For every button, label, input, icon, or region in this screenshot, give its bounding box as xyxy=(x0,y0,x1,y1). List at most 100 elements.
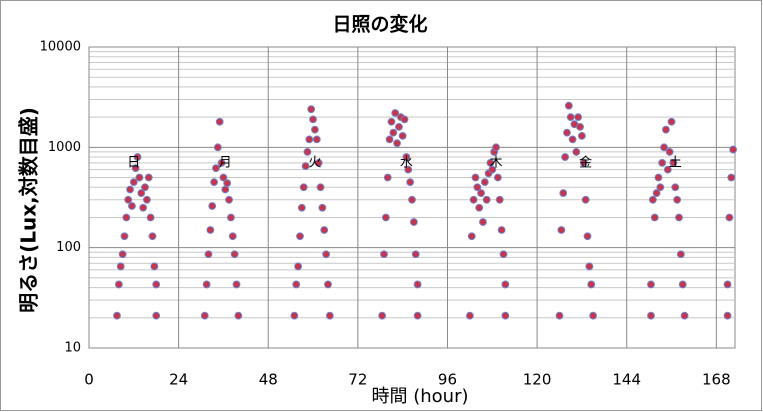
point xyxy=(202,280,211,289)
point xyxy=(133,153,142,161)
point xyxy=(492,143,500,152)
annotation: 金 xyxy=(579,154,592,170)
point xyxy=(411,250,420,259)
point xyxy=(297,203,306,212)
annotation: 木 xyxy=(490,155,503,170)
point xyxy=(408,195,416,204)
point xyxy=(141,183,149,192)
point xyxy=(648,195,657,204)
annotation: 火 xyxy=(308,155,321,170)
point xyxy=(225,195,233,204)
point xyxy=(654,173,663,182)
point xyxy=(589,311,598,320)
point xyxy=(148,232,157,241)
point xyxy=(400,115,409,124)
y-tick-label: 1000 xyxy=(48,140,81,155)
point xyxy=(557,226,566,234)
point xyxy=(307,105,316,114)
point xyxy=(663,165,672,174)
y-tick-label: 10000 xyxy=(40,40,81,55)
point xyxy=(647,280,655,289)
point xyxy=(124,195,133,204)
point xyxy=(217,158,226,167)
point xyxy=(729,145,738,154)
point xyxy=(146,213,155,222)
point xyxy=(380,250,388,259)
point xyxy=(139,203,148,212)
point xyxy=(135,173,144,182)
point xyxy=(290,311,299,320)
point xyxy=(471,173,480,182)
point xyxy=(587,280,596,289)
point xyxy=(583,232,592,241)
point xyxy=(563,128,571,137)
point xyxy=(473,183,482,192)
x-tick-label: 72 xyxy=(348,371,367,389)
point xyxy=(152,280,161,289)
point xyxy=(501,311,510,320)
annotation: 月 xyxy=(219,155,232,170)
point xyxy=(499,250,508,259)
point xyxy=(391,109,400,117)
point xyxy=(647,311,655,320)
point xyxy=(309,115,317,124)
point xyxy=(150,262,159,271)
point xyxy=(210,178,218,187)
point xyxy=(413,280,422,289)
point xyxy=(324,280,332,289)
x-tick-label: 120 xyxy=(523,371,552,389)
point xyxy=(387,117,396,126)
point xyxy=(559,189,568,197)
point xyxy=(113,311,121,320)
point xyxy=(381,213,390,222)
point xyxy=(723,280,732,289)
point xyxy=(389,128,398,137)
point xyxy=(294,262,303,271)
point xyxy=(574,113,583,122)
point xyxy=(311,125,319,134)
point xyxy=(660,143,668,152)
point xyxy=(669,158,678,167)
point xyxy=(129,178,138,187)
point xyxy=(581,195,590,204)
point xyxy=(676,250,685,259)
point xyxy=(495,195,504,204)
point xyxy=(221,185,230,194)
point xyxy=(671,183,680,192)
point xyxy=(292,280,301,289)
point xyxy=(727,173,736,182)
point xyxy=(725,213,734,222)
point xyxy=(477,189,485,197)
point xyxy=(469,195,478,204)
point xyxy=(667,117,676,126)
point xyxy=(493,173,502,182)
point xyxy=(650,213,659,222)
point xyxy=(320,226,329,234)
point xyxy=(497,226,506,234)
point xyxy=(383,173,392,182)
point xyxy=(658,158,667,167)
point xyxy=(393,139,401,148)
x-tick-label: 168 xyxy=(702,371,731,389)
point xyxy=(662,125,670,134)
point xyxy=(208,202,217,210)
point xyxy=(501,280,510,289)
point xyxy=(479,218,487,226)
annotation: 水 xyxy=(400,155,413,170)
annotation: 土 xyxy=(669,155,682,170)
point xyxy=(114,280,123,289)
point xyxy=(385,135,394,144)
point xyxy=(378,311,387,320)
point xyxy=(206,226,215,234)
point xyxy=(301,162,310,171)
point xyxy=(578,132,586,140)
x-axis-label: 時間 (hour) xyxy=(372,386,469,407)
point xyxy=(144,173,153,182)
point xyxy=(318,203,327,212)
x-tick-label: 48 xyxy=(259,371,278,389)
point xyxy=(568,135,577,144)
point xyxy=(120,232,129,241)
point xyxy=(228,232,237,241)
point xyxy=(413,311,422,320)
